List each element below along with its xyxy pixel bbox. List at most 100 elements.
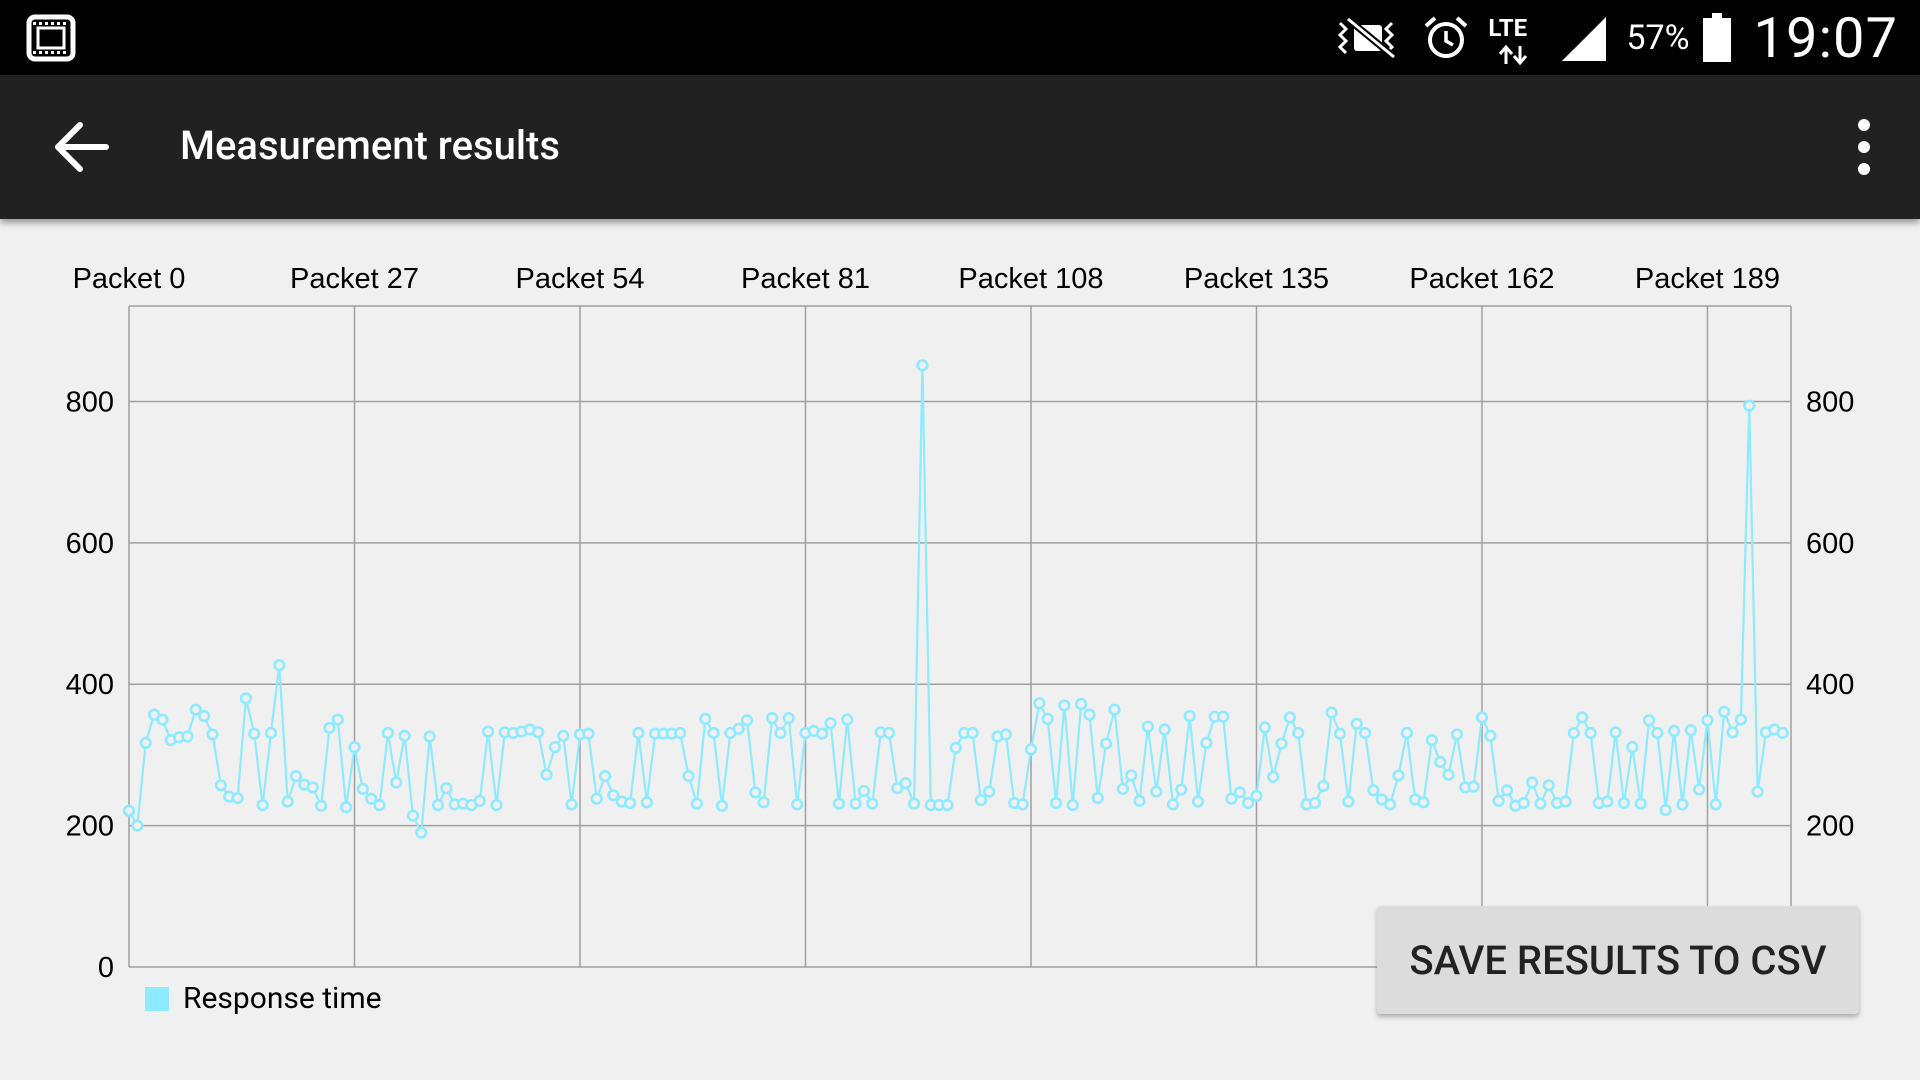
data-point bbox=[1258, 721, 1271, 734]
overflow-menu-button[interactable] bbox=[1844, 115, 1884, 179]
lte-icon: LTE bbox=[1488, 8, 1540, 68]
data-point bbox=[256, 799, 269, 812]
data-point bbox=[765, 712, 779, 725]
data-point bbox=[1141, 720, 1155, 733]
data-point bbox=[1041, 712, 1054, 725]
data-point bbox=[732, 722, 745, 735]
data-point bbox=[1333, 727, 1347, 740]
legend-label: Response time bbox=[183, 981, 382, 1016]
data-point bbox=[715, 799, 729, 812]
data-point bbox=[473, 794, 486, 807]
data-point bbox=[774, 726, 787, 740]
data-point bbox=[1743, 399, 1756, 412]
x-tick-label: Packet 108 bbox=[958, 263, 1103, 295]
data-point bbox=[849, 797, 862, 810]
data-point bbox=[1559, 795, 1572, 808]
data-point bbox=[690, 797, 704, 810]
chart-area: 0 200 200 400 400 600 600 800 800 Packet 0 Packet … bbox=[0, 219, 1920, 1080]
data-point bbox=[1442, 768, 1455, 781]
data-point bbox=[189, 703, 202, 716]
y-tick-label-left: 600 bbox=[66, 528, 114, 560]
data-point bbox=[1576, 711, 1589, 724]
data-point bbox=[983, 785, 996, 798]
data-point bbox=[1667, 724, 1681, 737]
y-tick-label-left: 800 bbox=[66, 386, 114, 418]
screenshot-icon bbox=[26, 14, 76, 66]
data-point bbox=[1083, 708, 1096, 721]
data-point bbox=[323, 721, 336, 735]
x-tick-label: Packet 135 bbox=[1184, 263, 1329, 295]
data-point bbox=[181, 730, 194, 743]
series-line bbox=[128, 364, 1784, 834]
data-point bbox=[1450, 728, 1464, 741]
data-point bbox=[331, 713, 344, 726]
x-tick-label: Packet 81 bbox=[741, 263, 870, 295]
data-point bbox=[1024, 743, 1038, 756]
data-point bbox=[1125, 769, 1138, 782]
y-tick-label-right: 800 bbox=[1806, 386, 1854, 418]
data-point bbox=[699, 712, 712, 725]
back-button[interactable] bbox=[50, 117, 120, 177]
data-point bbox=[1158, 723, 1171, 736]
data-point bbox=[398, 729, 411, 742]
data-point bbox=[1642, 714, 1656, 727]
alarm-icon bbox=[1422, 14, 1470, 62]
data-point bbox=[1242, 796, 1255, 810]
data-point bbox=[1467, 780, 1480, 793]
legend: Response time bbox=[145, 981, 382, 1016]
data-point bbox=[340, 801, 353, 814]
data-point bbox=[1584, 726, 1597, 740]
data-point bbox=[949, 741, 962, 754]
y-tick-label-left: 400 bbox=[66, 669, 114, 701]
data-point bbox=[356, 782, 369, 795]
response-time-chart: 0 200 200 400 400 600 600 800 800 Packet 0 Packet … bbox=[66, 263, 1855, 984]
data-point bbox=[1175, 783, 1188, 796]
data-point bbox=[832, 797, 845, 810]
data-point bbox=[1384, 798, 1397, 811]
data-point bbox=[624, 796, 637, 810]
data-point bbox=[1108, 703, 1121, 716]
data-point bbox=[1216, 710, 1230, 723]
data-point bbox=[749, 786, 762, 799]
data-point bbox=[707, 726, 720, 740]
data-point bbox=[1225, 792, 1238, 805]
data-point bbox=[1701, 714, 1714, 727]
data-point bbox=[482, 725, 495, 738]
data-point bbox=[1133, 794, 1146, 807]
data-point bbox=[248, 727, 261, 740]
more-vert-icon bbox=[1858, 119, 1870, 175]
data-point bbox=[857, 784, 871, 798]
data-point bbox=[1475, 711, 1489, 724]
data-point bbox=[532, 726, 545, 739]
battery-icon bbox=[1702, 12, 1732, 63]
network-type-label: LTE bbox=[1488, 13, 1528, 42]
save-results-button[interactable]: SAVE RESULTS TO CSV bbox=[1377, 906, 1859, 1014]
data-point bbox=[1200, 736, 1213, 749]
data-point bbox=[1150, 785, 1163, 798]
x-tick-label: Packet 54 bbox=[516, 263, 645, 295]
data-point bbox=[231, 791, 244, 805]
data-point bbox=[423, 730, 436, 743]
data-point bbox=[941, 799, 954, 812]
data-point bbox=[916, 359, 929, 372]
data-point bbox=[490, 799, 503, 812]
data-point bbox=[198, 709, 211, 723]
data-point bbox=[1091, 791, 1104, 805]
status-icons: LTE 57% 19:07 bbox=[1316, 0, 1898, 75]
data-point bbox=[281, 795, 294, 808]
data-point bbox=[816, 727, 829, 740]
data-point bbox=[365, 792, 378, 805]
x-tick-label: Packet 189 bbox=[1635, 263, 1780, 295]
data-point bbox=[791, 798, 804, 811]
data-point bbox=[1484, 729, 1497, 742]
data-point bbox=[1609, 726, 1622, 739]
x-tick-label: Packet 0 bbox=[73, 263, 186, 295]
data-point bbox=[1100, 737, 1113, 750]
data-point bbox=[674, 726, 687, 740]
y-tick-label-left: 0 bbox=[98, 952, 114, 984]
data-point bbox=[206, 728, 219, 741]
data-point bbox=[824, 717, 837, 730]
data-point bbox=[1567, 726, 1580, 740]
data-point bbox=[548, 741, 562, 754]
data-point bbox=[1275, 737, 1288, 750]
